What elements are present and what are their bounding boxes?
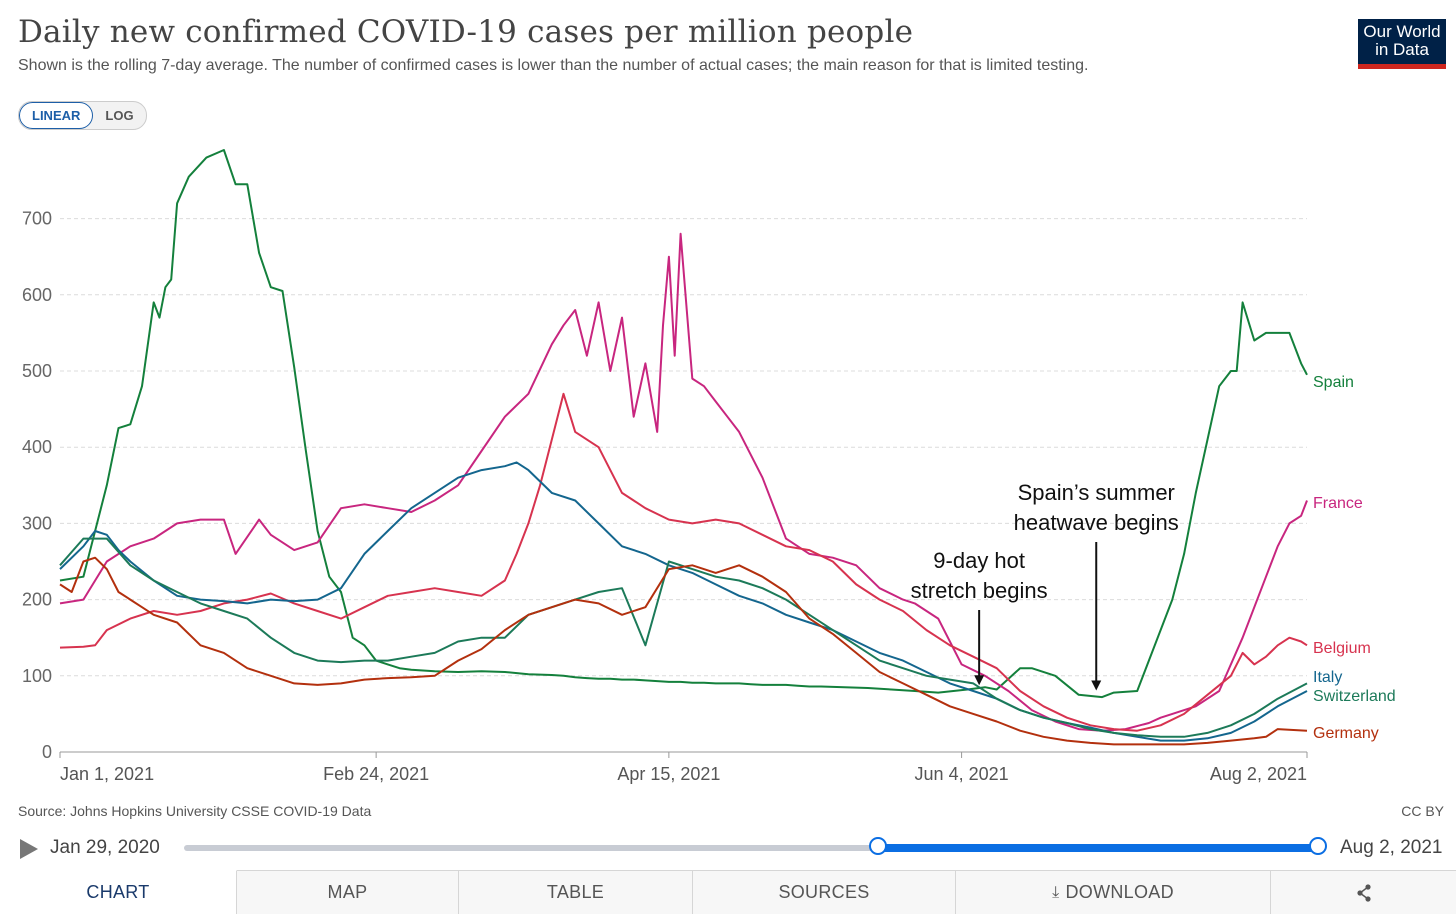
y-tick-label: 500 [22,361,52,381]
y-tick-label: 0 [42,742,52,762]
timeline-start-handle[interactable] [869,837,887,855]
owid-logo[interactable]: Our World in Data [1358,19,1446,69]
annotation-line2: heatwave begins [1014,510,1179,535]
scale-toggle[interactable]: LINEAR LOG [18,101,147,130]
x-tick-label: Apr 15, 2021 [617,764,720,784]
x-tick-label: Feb 24, 2021 [323,764,429,784]
y-tick-label: 600 [22,285,52,305]
y-tick-label: 400 [22,437,52,457]
line-chart[interactable]: 0 100 200 300 400 500 600 700 Jan 1, 2021 Feb 24,… [0,140,1456,790]
linear-scale-button[interactable]: LINEAR [19,102,94,129]
timeline-start-label: Jan 29, 2020 [50,837,160,858]
tab-bar: CHART MAP TABLE SOURCES ⤓ DOWNLOAD [0,870,1456,914]
timeline-end-handle[interactable] [1309,837,1327,855]
series-label-belgium: Belgium [1313,640,1371,657]
series-label-spain: Spain [1313,374,1354,391]
annotation-line1: Spain’s summer [1018,480,1175,505]
download-icon: ⤓ [1052,883,1060,901]
series-line-switzerland [59,537,1308,738]
x-tick-label: Jun 4, 2021 [915,764,1009,784]
annotation-arrowhead [1091,680,1102,691]
tab-map[interactable]: MAP [237,871,459,914]
tab-sources[interactable]: SOURCES [693,871,956,914]
logo-line2: in Data [1375,40,1429,59]
license-label[interactable]: CC BY [1401,803,1444,819]
timeline-slider[interactable]: Jan 29, 2020 Aug 2, 2021 [0,830,1456,866]
annotation-line2: stretch begins [911,578,1048,603]
y-tick-label: 100 [22,666,52,686]
timeline-track[interactable] [184,845,1318,851]
timeline-selected-range[interactable] [878,844,1318,852]
annotation-arrowhead [974,675,985,686]
annotation-line1: 9-day hot [933,548,1025,573]
share-icon [1356,883,1371,902]
x-tick-label: Aug 2, 2021 [1210,764,1307,784]
series-label-france: France [1313,495,1363,512]
y-tick-label: 700 [22,209,52,229]
y-tick-label: 300 [22,513,52,533]
series-line-belgium [59,392,1308,732]
logo-line1: Our World [1363,22,1441,41]
share-button[interactable] [1271,871,1456,914]
log-scale-button[interactable]: LOG [105,108,134,123]
tab-download[interactable]: ⤓ DOWNLOAD [956,871,1271,914]
download-label: DOWNLOAD [1065,882,1174,902]
series-label-italy: Italy [1313,669,1342,686]
series-label-germany: Germany [1313,725,1379,742]
tab-chart[interactable]: CHART [0,870,237,914]
play-icon[interactable] [20,839,38,859]
source-note[interactable]: Source: Johns Hopkins University CSSE CO… [18,803,372,819]
series-label-switzerland: Switzerland [1313,688,1396,705]
chart-subtitle: Shown is the rolling 7-day average. The … [18,57,1089,74]
tab-table[interactable]: TABLE [459,871,693,914]
x-tick-label: Jan 1, 2021 [60,764,154,784]
timeline-end-label: Aug 2, 2021 [1340,837,1443,858]
series-line-spain [59,149,1308,699]
chart-title: Daily new confirmed COVID-19 cases per m… [18,14,914,50]
series-line-germany [59,556,1308,746]
y-tick-label: 200 [22,590,52,610]
